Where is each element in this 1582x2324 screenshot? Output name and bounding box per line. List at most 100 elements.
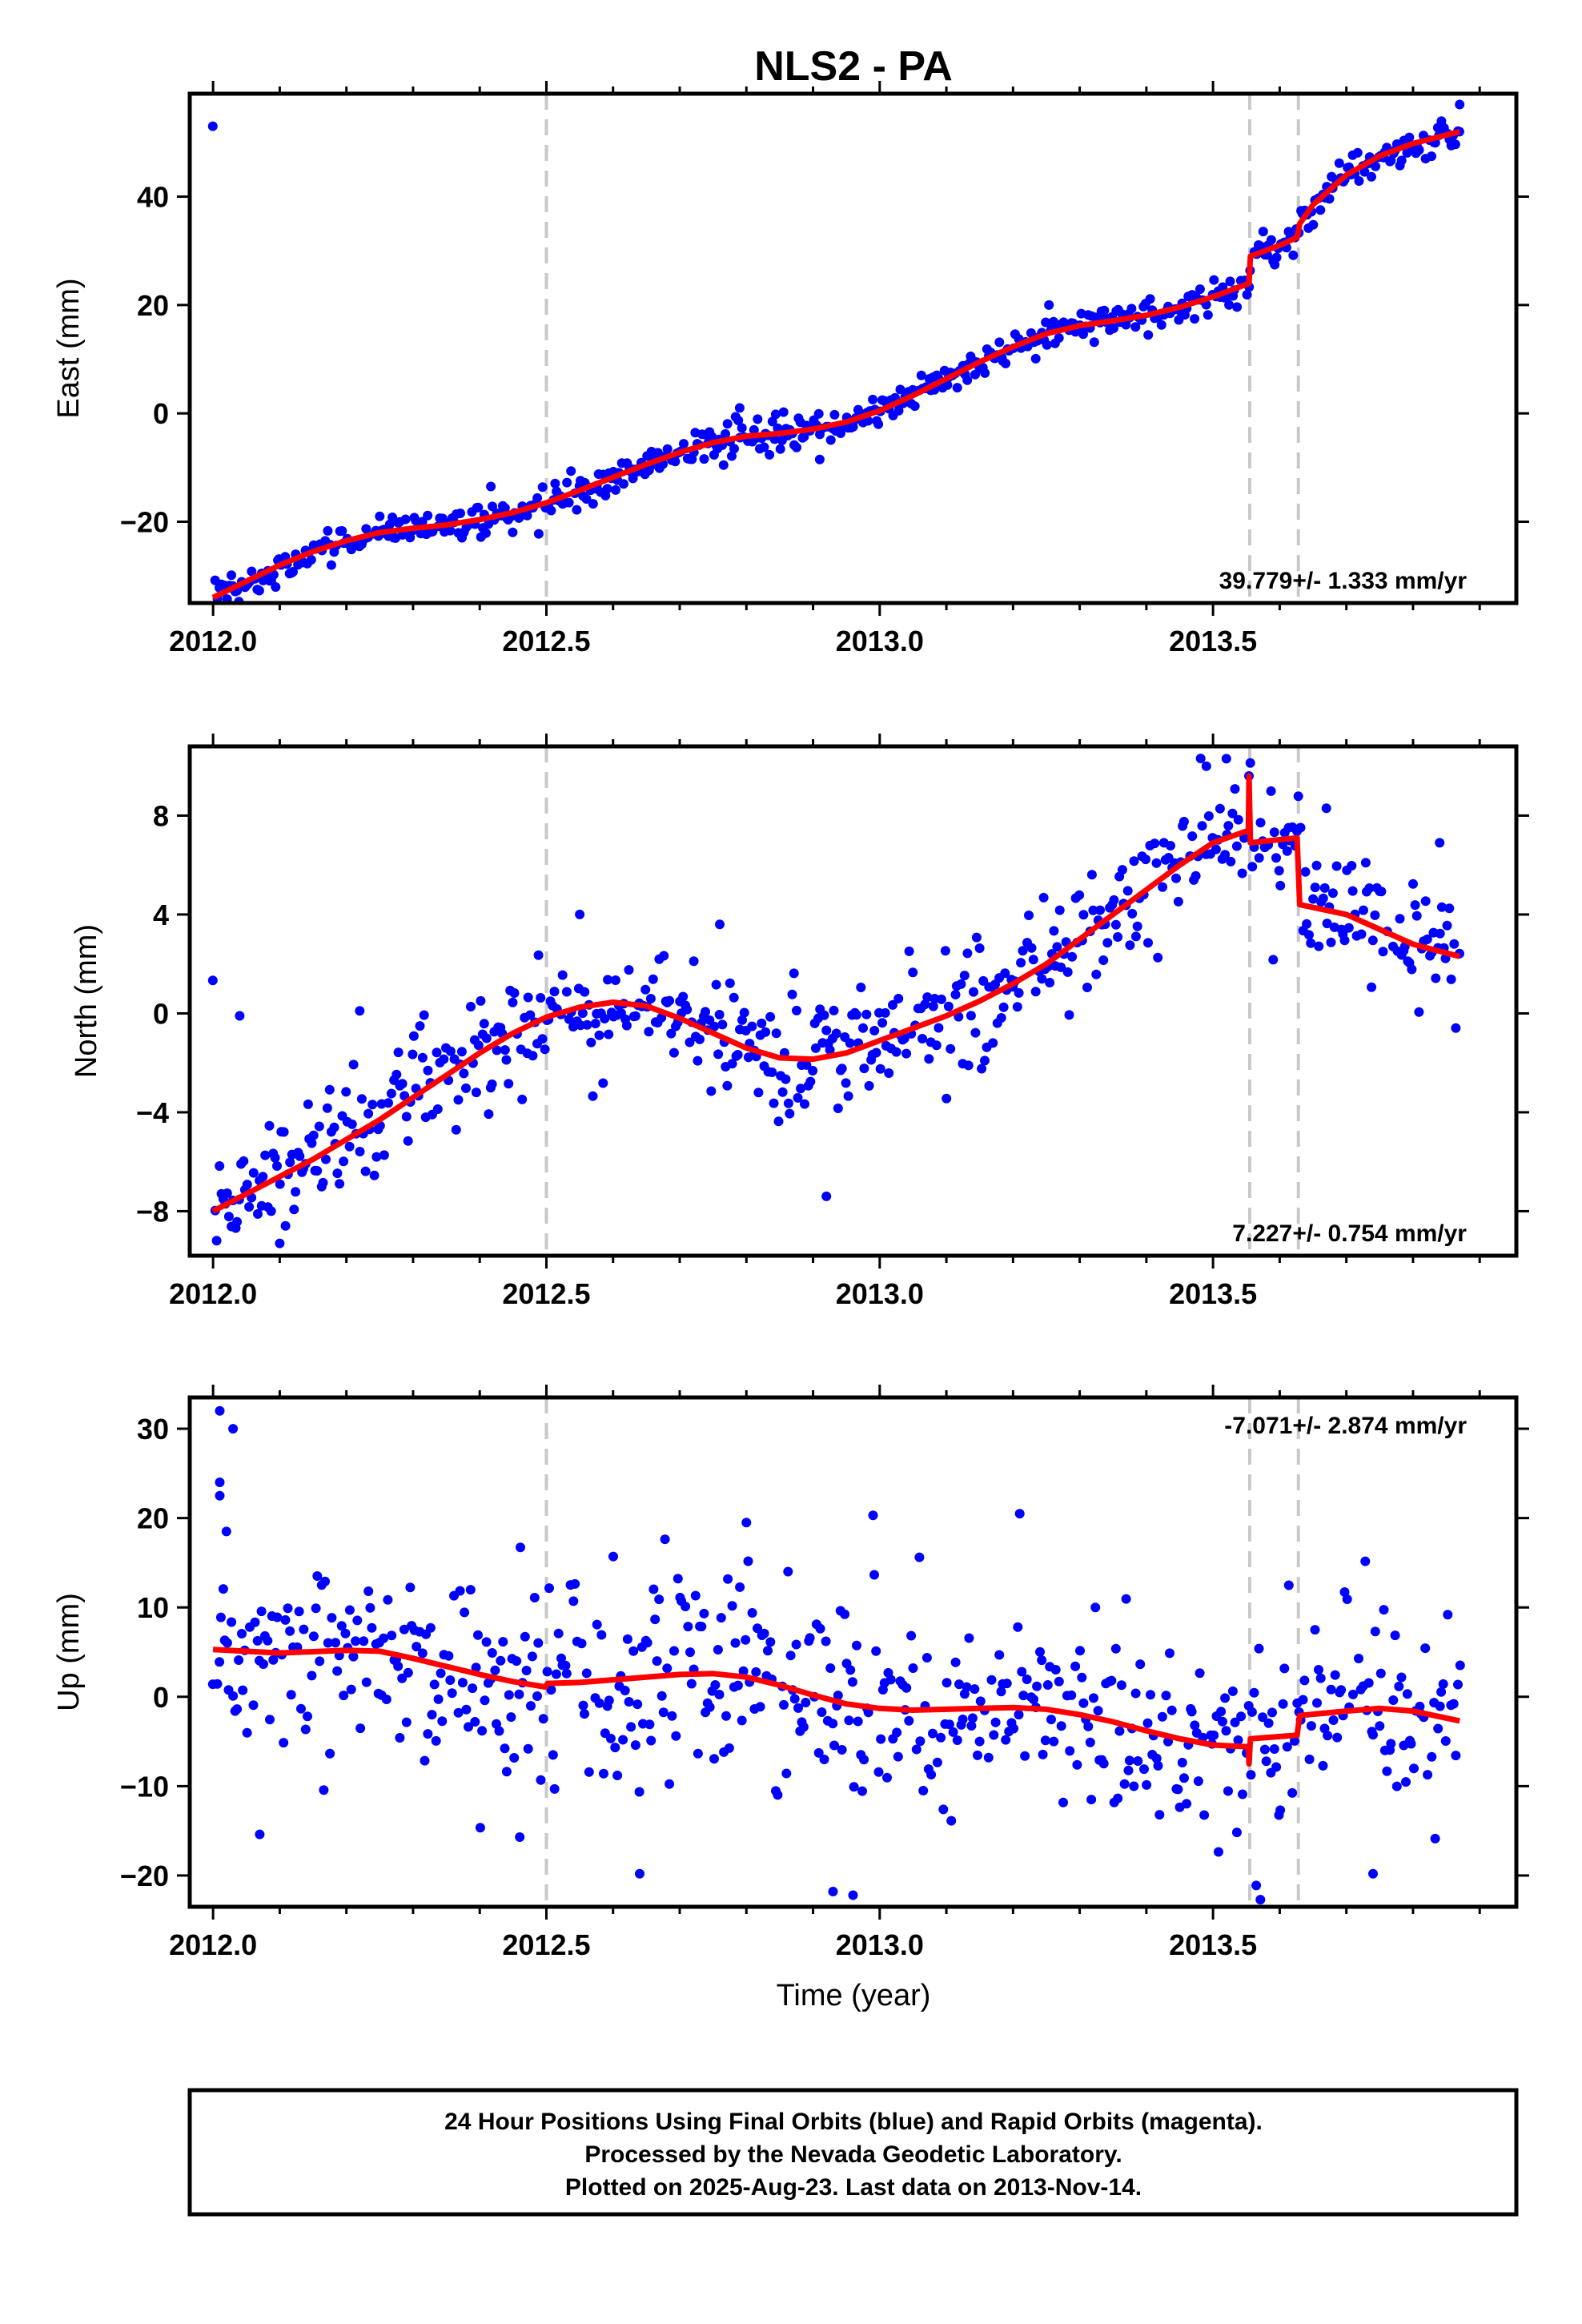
data-point <box>685 1037 695 1047</box>
data-point <box>1347 861 1357 870</box>
data-point <box>608 1551 618 1562</box>
data-point <box>1395 914 1405 924</box>
data-point <box>848 1890 858 1900</box>
data-point <box>1088 905 1098 915</box>
y-axis-label: Up (mm) <box>52 1593 86 1711</box>
data-point <box>307 1138 317 1148</box>
data-point <box>1129 856 1139 866</box>
data-point <box>837 1063 847 1074</box>
data-point <box>1254 853 1264 863</box>
data-point <box>986 1675 997 1685</box>
data-point <box>969 987 978 997</box>
data-point <box>470 1717 480 1727</box>
data-point <box>1343 923 1354 933</box>
data-point <box>962 948 973 959</box>
data-point <box>1022 1675 1032 1684</box>
data-point <box>1077 1672 1087 1683</box>
data-point <box>1271 252 1282 263</box>
data-point <box>709 1021 720 1031</box>
data-point <box>988 1038 998 1048</box>
data-point <box>288 567 298 577</box>
data-point <box>490 1665 500 1675</box>
data-point <box>1083 1721 1094 1731</box>
data-point <box>259 1659 268 1669</box>
data-point <box>365 1602 375 1613</box>
data-point <box>1020 1751 1030 1761</box>
data-point <box>1310 883 1320 893</box>
data-point <box>1334 158 1344 168</box>
data-point <box>893 405 904 416</box>
data-point <box>792 1005 801 1015</box>
y-tick-label: 0 <box>153 397 169 430</box>
data-point <box>1328 1715 1339 1725</box>
data-point <box>844 1715 854 1726</box>
data-point <box>1420 896 1431 907</box>
data-point <box>1409 1763 1419 1774</box>
data-point <box>701 1007 710 1017</box>
data-point <box>303 1099 313 1109</box>
data-point <box>1035 1647 1045 1657</box>
data-point <box>324 1084 335 1095</box>
data-point <box>959 971 970 981</box>
data-point <box>439 1054 449 1064</box>
data-point <box>323 525 333 536</box>
data-point <box>1052 942 1062 952</box>
data-point <box>355 1723 366 1734</box>
data-point <box>542 1667 552 1677</box>
data-point <box>244 1202 255 1212</box>
data-point <box>417 517 428 527</box>
data-point <box>1046 1715 1056 1725</box>
data-point <box>1269 827 1279 838</box>
data-point <box>1086 870 1097 880</box>
data-point <box>252 1635 263 1646</box>
data-point <box>258 1172 268 1182</box>
data-point <box>1354 1654 1363 1663</box>
data-point <box>1255 1895 1266 1905</box>
data-point <box>562 477 572 488</box>
data-point <box>1436 1687 1447 1697</box>
data-point <box>980 1055 990 1066</box>
data-point <box>560 1660 571 1671</box>
data-point <box>1227 808 1238 818</box>
data-point <box>1242 290 1252 300</box>
data-point <box>974 943 985 953</box>
data-point <box>628 473 638 484</box>
data-point <box>1089 337 1099 348</box>
data-point <box>801 1059 812 1070</box>
data-point <box>829 409 840 420</box>
data-point <box>576 1638 587 1649</box>
data-point <box>693 1748 703 1759</box>
data-point <box>1408 879 1418 889</box>
data-point <box>533 529 544 539</box>
data-point <box>679 439 689 449</box>
data-point <box>1336 1685 1347 1695</box>
data-point <box>1446 974 1456 984</box>
data-point <box>331 1638 340 1648</box>
data-point <box>566 466 576 476</box>
data-point <box>1268 955 1279 965</box>
data-point <box>1117 865 1127 875</box>
data-point <box>383 1594 393 1605</box>
data-point <box>869 1026 880 1035</box>
data-point <box>868 1510 878 1521</box>
data-point <box>1119 1779 1130 1789</box>
data-point <box>1360 1556 1371 1566</box>
data-point <box>429 1679 440 1690</box>
data-point <box>733 1680 743 1691</box>
data-point <box>494 1726 504 1736</box>
data-point <box>1197 821 1207 831</box>
data-point <box>964 1633 974 1643</box>
data-point <box>1376 887 1387 897</box>
data-point <box>1414 145 1424 155</box>
data-point <box>347 1119 357 1129</box>
data-point <box>551 1669 561 1679</box>
data-point <box>753 1623 762 1634</box>
data-point <box>773 1790 783 1800</box>
data-point <box>722 419 733 429</box>
data-point <box>1226 856 1236 866</box>
data-point <box>1401 1777 1411 1787</box>
data-point <box>975 1696 986 1707</box>
data-point <box>918 1786 929 1795</box>
data-point <box>451 1124 461 1135</box>
data-point <box>592 1619 602 1630</box>
